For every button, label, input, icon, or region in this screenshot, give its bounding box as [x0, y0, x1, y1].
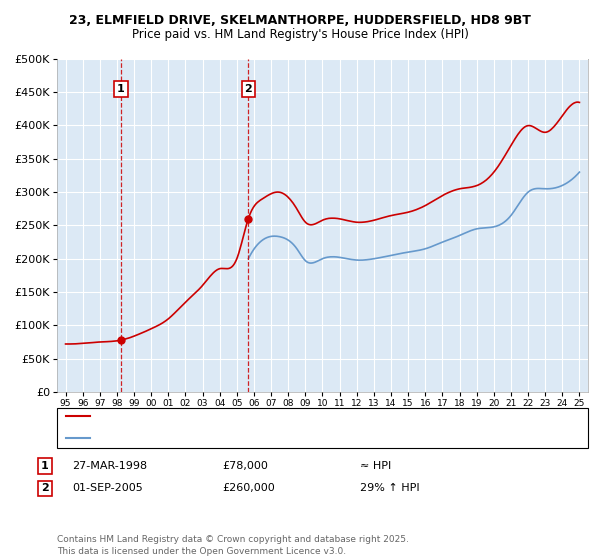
- Text: Contains HM Land Registry data © Crown copyright and database right 2025.
This d: Contains HM Land Registry data © Crown c…: [57, 535, 409, 556]
- Text: 01-SEP-2005: 01-SEP-2005: [72, 483, 143, 493]
- Text: 23, ELMFIELD DRIVE, SKELMANTHORPE, HUDDERSFIELD, HD8 9BT (detached house): 23, ELMFIELD DRIVE, SKELMANTHORPE, HUDDE…: [94, 410, 532, 421]
- Text: ≈ HPI: ≈ HPI: [360, 461, 391, 471]
- Text: 27-MAR-1998: 27-MAR-1998: [72, 461, 147, 471]
- Text: 2: 2: [41, 483, 49, 493]
- Text: 1: 1: [41, 461, 49, 471]
- Text: £78,000: £78,000: [222, 461, 268, 471]
- Text: £260,000: £260,000: [222, 483, 275, 493]
- Text: Price paid vs. HM Land Registry's House Price Index (HPI): Price paid vs. HM Land Registry's House …: [131, 28, 469, 41]
- Text: 1: 1: [117, 84, 125, 94]
- Text: 23, ELMFIELD DRIVE, SKELMANTHORPE, HUDDERSFIELD, HD8 9BT: 23, ELMFIELD DRIVE, SKELMANTHORPE, HUDDE…: [69, 14, 531, 27]
- Text: 2: 2: [244, 84, 252, 94]
- Text: HPI: Average price, detached house, Kirklees: HPI: Average price, detached house, Kirk…: [94, 433, 329, 443]
- Text: 29% ↑ HPI: 29% ↑ HPI: [360, 483, 419, 493]
